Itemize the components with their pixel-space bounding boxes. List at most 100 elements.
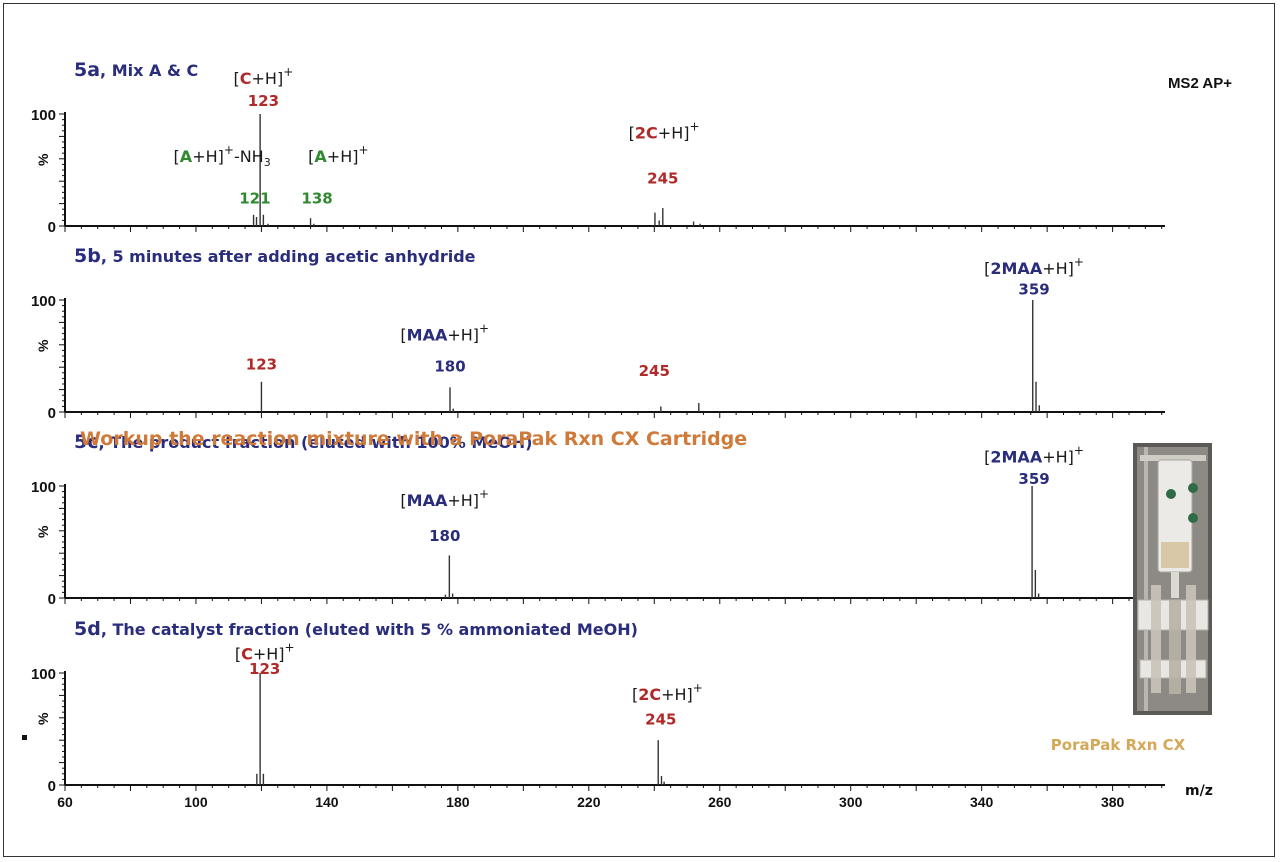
ion-bracket: [ (629, 124, 635, 143)
y-axis-label: % (35, 153, 51, 166)
stand-rod-icon (1144, 447, 1148, 711)
ion-adduct: +H] (447, 325, 479, 344)
tip-icon (1171, 572, 1179, 598)
clamp-icon (1140, 455, 1206, 461)
ion-bracket: [ (235, 645, 241, 664)
panel-title-text: , Mix A & C (100, 61, 198, 80)
ion-charge: + (689, 120, 699, 134)
ion-adduct: +H] (252, 69, 284, 88)
ion-label: [C+H]+ (234, 65, 294, 88)
ion-charge: + (479, 321, 489, 335)
ion-charge: + (224, 143, 234, 157)
peak-label: 123 (246, 355, 277, 373)
test-tube-icon (1151, 585, 1161, 693)
x-tick-label: 60 (57, 794, 73, 810)
section-note: Workup the reaction mixture with a PoraP… (80, 428, 747, 450)
peak-label: 359 (1018, 280, 1049, 298)
y-tick-label: 100 (31, 479, 56, 496)
ion-label: [2C+H]+ (632, 681, 703, 704)
ion-bracket: [ (174, 147, 180, 166)
corner-label: MS2 AP+ (1168, 75, 1232, 92)
panel-title-text: , 5 minutes after adding acetic anhydrid… (101, 247, 476, 266)
ion-loss-subscript: 3 (264, 156, 271, 169)
y-tick-label: 100 (31, 293, 56, 310)
ion-label: [2MAA+H]+ (984, 255, 1084, 278)
ion-label: [2C+H]+ (629, 120, 700, 143)
test-tube-icon (1186, 585, 1196, 693)
x-tick-label: 180 (446, 794, 470, 810)
ion-bracket: [ (234, 69, 240, 88)
peak-label: 138 (301, 190, 332, 208)
ion-label: [2MAA+H]+ (984, 443, 1084, 466)
ion-loss: -NH (234, 147, 264, 166)
ion-label: [MAA+H]+ (400, 487, 489, 510)
ion-adduct: +H] (1042, 259, 1074, 278)
collection-tube-icon (1169, 600, 1181, 694)
ion-label: [A+H]+ (308, 143, 368, 166)
panel-title: 5b, 5 minutes after adding acetic anhydr… (74, 245, 476, 267)
ion-label: [MAA+H]+ (400, 321, 489, 344)
cartridge-photo (1133, 443, 1212, 715)
spectrum-panel-5b: 0 100% 5b, 5 minutes after adding acetic a… (31, 245, 1165, 422)
ion-adduct: +H] (327, 147, 359, 166)
ion-species: MAA (407, 491, 448, 510)
x-tick-label: 340 (970, 794, 994, 810)
y-axis-label: % (35, 712, 51, 725)
sorbent-bed-icon (1161, 542, 1189, 568)
figure-frame (3, 3, 1275, 857)
x-axis-label: m/z (1185, 783, 1213, 799)
ion-adduct: +H] (447, 491, 479, 510)
ion-species: C (241, 645, 253, 664)
ion-charge: + (283, 65, 293, 79)
panel-id: 5d (74, 618, 101, 640)
y-tick-label: 100 (31, 666, 56, 683)
panel-title: 5c, The product fraction (eluted with 10… (74, 431, 532, 453)
ion-species: 2C (635, 124, 658, 143)
panel-id: 5b (74, 245, 101, 267)
ion-charge: + (1074, 255, 1084, 269)
ion-label: [A+H]+-NH3 (174, 143, 271, 169)
panel-id: 5a (74, 59, 100, 81)
ion-bracket: [ (400, 325, 406, 344)
ion-adduct: +H] (1042, 447, 1074, 466)
spectrum-panel-5c: 0 100% 5c, The product fraction (eluted wi… (31, 431, 1165, 608)
x-tick-label: 380 (1101, 794, 1125, 810)
ion-bracket: [ (632, 685, 638, 704)
ion-adduct: +H] (658, 124, 690, 143)
ion-charge: + (1074, 443, 1084, 457)
y-tick-label: 0 (48, 591, 56, 608)
y-axis-label: % (35, 339, 51, 352)
clip-icon (1188, 513, 1198, 523)
clip-icon (1166, 489, 1176, 499)
ion-bracket: [ (984, 259, 990, 278)
clip-icon (1188, 483, 1198, 493)
panel-title-text: , The product fraction (eluted with 100%… (98, 433, 532, 452)
ion-species: A (314, 147, 327, 166)
ion-bracket: [ (308, 147, 314, 166)
ion-charge: + (479, 487, 489, 501)
peak-label: 123 (248, 92, 279, 110)
x-tick-label: 100 (184, 794, 208, 810)
ion-charge: + (693, 681, 703, 695)
ion-species: C (240, 69, 252, 88)
x-tick-label: 140 (315, 794, 339, 810)
peak-label: 121 (239, 190, 270, 208)
ion-adduct: +H] (661, 685, 693, 704)
ion-species: A (180, 147, 193, 166)
peak-label: 245 (645, 711, 676, 729)
ion-charge: + (285, 641, 295, 655)
ion-bracket: [ (984, 447, 990, 466)
peak-label: 245 (647, 169, 678, 187)
panel-title-text: , The catalyst fraction (eluted with 5 %… (101, 620, 638, 639)
x-tick-label: 300 (839, 794, 863, 810)
panel-title: 5a, Mix A & C (74, 59, 198, 81)
peak-label: 245 (639, 362, 670, 380)
y-axis-label: % (35, 525, 51, 538)
y-tick-label: 0 (48, 778, 56, 795)
left-marker (22, 735, 27, 740)
spectrum-panel-5d: 0 100% 5d, The catalyst fraction (eluted w… (31, 618, 1165, 795)
ion-species: 2C (638, 685, 661, 704)
ion-adduct: +H] (192, 147, 224, 166)
ion-species: 2MAA (990, 447, 1042, 466)
